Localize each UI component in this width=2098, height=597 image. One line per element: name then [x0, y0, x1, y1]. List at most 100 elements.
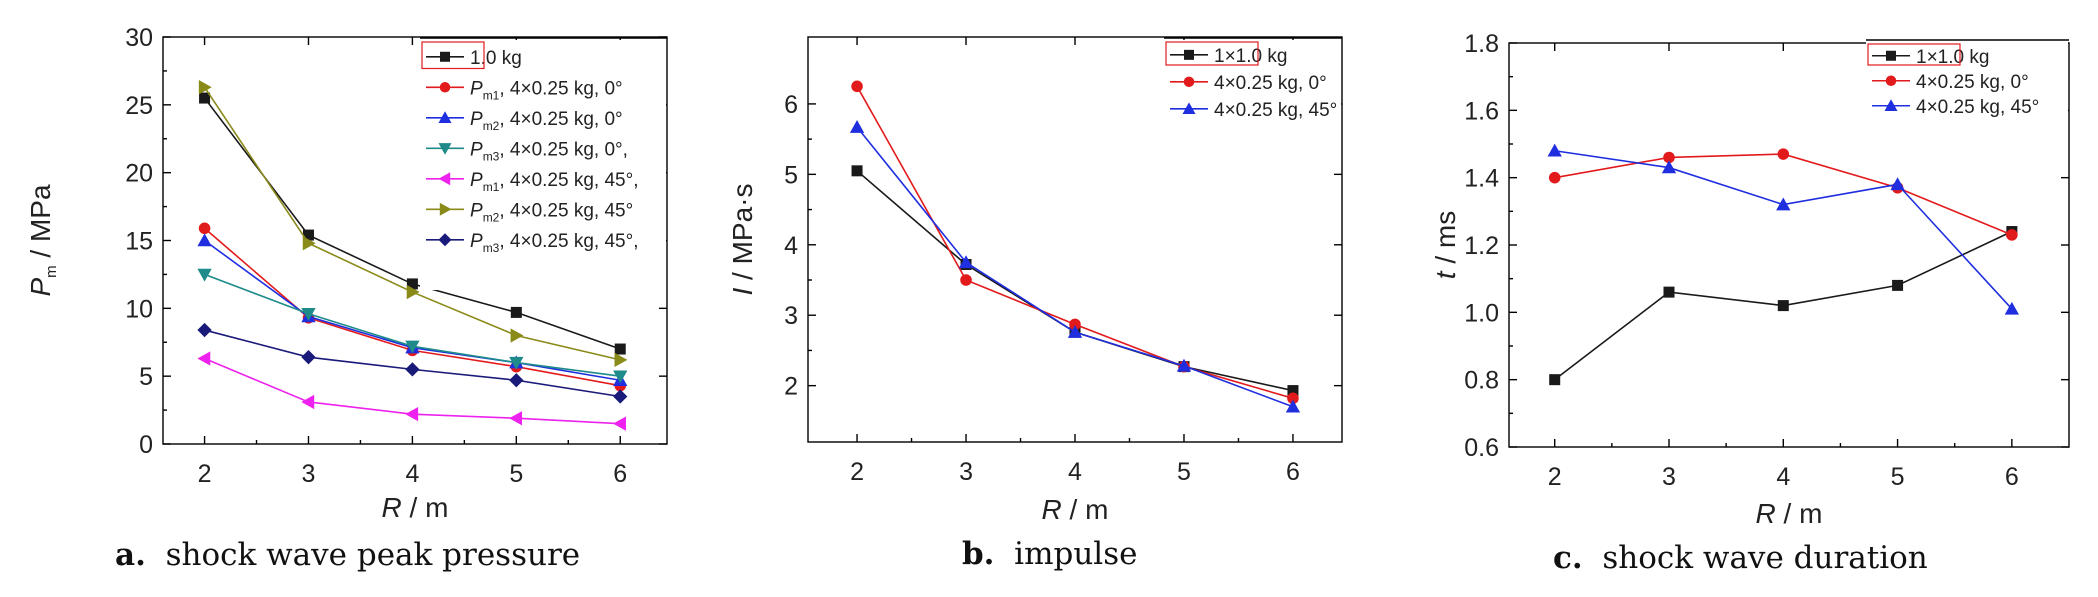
- legend-label: Pm3, 4×0.25 kg, 0°,: [470, 139, 628, 163]
- legend-marker: [1884, 99, 1898, 111]
- data-point: [510, 306, 522, 318]
- x-tick-label: 3: [1662, 463, 1676, 491]
- x-tick-label: 4: [405, 460, 419, 488]
- data-point: [1663, 151, 1675, 164]
- panel-caption: a. shock wave peak pressure: [115, 537, 580, 573]
- y-tick-label: 6: [784, 91, 798, 119]
- y-tick-label: 10: [125, 295, 153, 323]
- y-tick-label: 15: [125, 228, 153, 256]
- data-point: [301, 350, 316, 365]
- data-point: [1663, 286, 1675, 298]
- data-point: [1777, 300, 1789, 312]
- data-point: [1890, 177, 1905, 191]
- y-tick-label: 1.6: [1464, 97, 1499, 125]
- x-tick-label: 2: [850, 458, 864, 486]
- data-point: [406, 284, 420, 300]
- series-line: [1554, 153, 2013, 236]
- y-axis-title: Pm / MPa: [25, 184, 60, 297]
- x-tick-label: 6: [2005, 463, 2019, 491]
- legend-highlight: [421, 41, 485, 70]
- y-tick-label: 20: [125, 160, 153, 188]
- legend-marker: [439, 202, 452, 216]
- legend-label: 4×0.25 kg, 0°: [1916, 72, 2029, 93]
- y-axis-title: t / ms: [1430, 211, 1461, 279]
- legend-marker: [438, 233, 452, 247]
- chart-panel-1: 2 3 4 5 6 2 3 4 5 6 R / m I / MPa·s 1×1.0 kg 4×0.25 k…: [727, 36, 1343, 572]
- legend-marker: [438, 111, 452, 123]
- legend-label: 4×0.25 kg, 0°: [1214, 73, 1327, 94]
- data-point: [405, 340, 420, 354]
- legend: 1×1.0 kg 4×0.25 kg, 0° 4×0.25 kg, 45°: [1164, 37, 1342, 128]
- y-tick-label: 0.6: [1464, 434, 1499, 462]
- data-point: [198, 222, 211, 235]
- series-2: [849, 120, 1301, 413]
- legend-label: Pm3, 4×0.25 kg, 45°,: [470, 231, 638, 255]
- data-point: [509, 411, 523, 426]
- x-tick-label: 2: [1548, 463, 1562, 491]
- legend-marker: [439, 82, 451, 93]
- x-axis-title: R / m: [382, 492, 449, 523]
- data-point: [301, 394, 315, 410]
- data-point: [1287, 385, 1299, 397]
- legend-marker: [1184, 49, 1194, 60]
- data-point: [302, 229, 314, 241]
- chart-panel-0: 2 3 4 5 6 0 5 10 15 20 25 30 R / m Pm / MPa 1.0 kg Pm1,…: [25, 24, 668, 573]
- data-point: [613, 389, 628, 404]
- data-point: [614, 343, 626, 355]
- data-point: [613, 370, 628, 384]
- data-point: [1287, 392, 1299, 405]
- data-point: [509, 373, 524, 388]
- x-axis-title: R / m: [1756, 498, 1823, 529]
- data-point: [406, 278, 418, 290]
- y-tick-label: 3: [784, 302, 798, 330]
- data-point: [1285, 399, 1301, 413]
- data-point: [197, 351, 211, 366]
- data-point: [849, 120, 865, 133]
- y-axis-title: I / MPa·s: [727, 183, 758, 295]
- y-tick-label: 25: [125, 92, 153, 120]
- series-0: [851, 165, 1299, 397]
- series-6: [197, 322, 628, 404]
- data-point: [302, 236, 316, 251]
- data-point: [509, 356, 524, 370]
- series-1: [1548, 148, 2018, 241]
- data-point: [1069, 318, 1081, 331]
- legend-marker: [1182, 102, 1196, 115]
- data-point: [1547, 143, 1562, 157]
- legend-highlight: [1867, 43, 1961, 66]
- data-point: [198, 80, 212, 95]
- data-point: [1549, 374, 1561, 386]
- data-point: [613, 416, 626, 431]
- data-point: [2004, 301, 2020, 315]
- data-point: [197, 268, 212, 282]
- y-tick-label: 5: [784, 161, 798, 189]
- data-point: [1776, 197, 1791, 211]
- y-tick-label: 0: [139, 431, 153, 459]
- series-0: [199, 92, 626, 355]
- legend-marker: [1183, 76, 1195, 88]
- x-tick-label: 5: [509, 460, 523, 488]
- x-tick-label: 4: [1776, 463, 1790, 491]
- y-tick-label: 1.2: [1464, 232, 1499, 260]
- x-tick-label: 4: [1068, 458, 1082, 486]
- legend-marker: [438, 172, 451, 186]
- x-tick-label: 5: [1177, 458, 1191, 486]
- data-point: [958, 255, 974, 269]
- data-point: [510, 328, 524, 343]
- series-5: [198, 80, 628, 368]
- data-point: [197, 233, 212, 247]
- data-point: [405, 407, 419, 422]
- series-line: [856, 126, 1294, 408]
- panel-caption: b. impulse: [962, 536, 1137, 572]
- data-point: [1777, 148, 1790, 160]
- y-tick-label: 5: [139, 363, 153, 391]
- legend: 1×1.0 kg 4×0.25 kg, 0° 4×0.25 kg, 45°: [1866, 39, 2069, 122]
- chart-panel-2: 2 3 4 5 6 0.6 0.8 1.0 1.2 1.4 1.6 1.8 R / m t / ms 1×1…: [1430, 30, 2070, 576]
- x-axis-title: R / m: [1042, 494, 1109, 525]
- legend-label: Pm1, 4×0.25 kg, 45°,: [470, 170, 638, 194]
- data-point: [1548, 171, 1561, 184]
- legend-label: 1.0 kg: [470, 48, 522, 69]
- legend-label: Pm2, 4×0.25 kg, 45°: [470, 200, 633, 224]
- data-point: [2006, 229, 2018, 241]
- data-point: [1176, 358, 1192, 372]
